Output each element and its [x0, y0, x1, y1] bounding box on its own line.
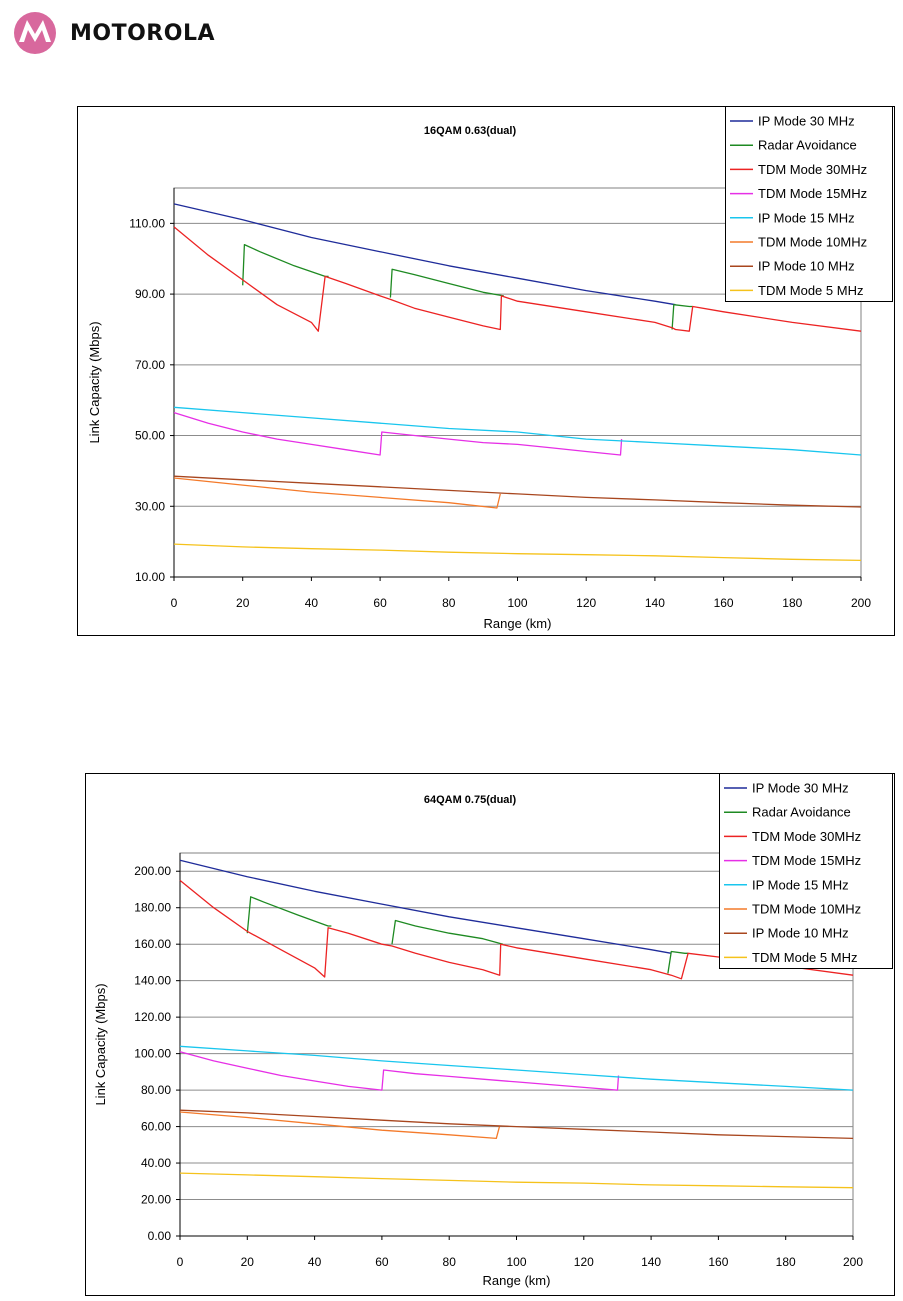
series-line: [179, 859, 672, 954]
chart-title: 16QAM 0.63(dual): [424, 125, 517, 137]
chart-16qam: 10.00 30.00 50.00 70.00 90.00 110.00 0 20 40 60 80…: [77, 106, 895, 636]
y-tick-label: 90.00: [135, 287, 165, 301]
legend: [719, 773, 893, 969]
series-line: [173, 226, 862, 332]
x-tick-label: 160: [714, 596, 734, 610]
series-line-segment: [391, 919, 504, 945]
series-line: [179, 1111, 501, 1140]
legend-label: TDM Mode 15MHz: [752, 853, 861, 868]
x-tick-label: 100: [507, 596, 527, 610]
x-tick-label: 0: [177, 1255, 184, 1269]
series-line: [173, 411, 623, 456]
y-tick-label: 70.00: [135, 358, 165, 372]
y-tick-label: 60.00: [141, 1120, 171, 1134]
motorola-batwing-logo-icon: [14, 12, 56, 54]
y-axis-label: Link Capacity (Mbps): [87, 321, 102, 443]
series-line: [179, 879, 854, 980]
x-axis-label: Range (km): [483, 1273, 551, 1288]
chart-svg: 0.00 20.00 40.00 60.00 80.00 100.00 120.00 140.…: [85, 773, 895, 1296]
brand-name: MOTOROLA: [70, 21, 215, 46]
legend-label: IP Mode 10 MHz: [752, 926, 849, 941]
series-line: [173, 475, 862, 508]
header: MOTOROLA: [10, 8, 270, 58]
x-tick-label: 200: [843, 1255, 863, 1269]
y-tick-label: 30.00: [135, 499, 165, 513]
legend-label: TDM Mode 10MHz: [758, 235, 867, 250]
y-tick-label: 50.00: [135, 429, 165, 443]
x-tick-label: 100: [506, 1255, 526, 1269]
legend-label: IP Mode 30 MHz: [758, 114, 855, 129]
x-tick-label: 0: [171, 596, 178, 610]
legend-label: Radar Avoidance: [752, 805, 851, 820]
legend-label: Radar Avoidance: [758, 138, 857, 153]
y-tick-label: 140.00: [134, 974, 171, 988]
series-line: [246, 896, 332, 934]
chart-svg: 10.00 30.00 50.00 70.00 90.00 110.00 0 20 40 60 80…: [77, 106, 895, 636]
series-line: [179, 1109, 854, 1140]
legend-label: TDM Mode 10MHz: [752, 902, 861, 917]
y-tick-label: 80.00: [141, 1083, 171, 1097]
series-line: [173, 203, 676, 306]
x-tick-label: 180: [782, 596, 802, 610]
series-line: [173, 477, 501, 509]
x-tick-label: 140: [641, 1255, 661, 1269]
legend-label: TDM Mode 30MHz: [758, 162, 867, 177]
y-tick-label: 180.00: [134, 901, 171, 915]
x-tick-label: 20: [236, 596, 250, 610]
x-tick-label: 60: [375, 1255, 389, 1269]
x-tick-label: 40: [308, 1255, 322, 1269]
series-line-segment: [667, 950, 689, 974]
y-axis-label: Link Capacity (Mbps): [93, 983, 108, 1105]
y-tick-label: 0.00: [148, 1229, 172, 1243]
series-line: [173, 543, 862, 562]
x-tick-label: 140: [645, 596, 665, 610]
legend-label: TDM Mode 5 MHz: [758, 283, 863, 298]
legend-label: TDM Mode 5 MHz: [752, 950, 857, 965]
y-tick-label: 160.00: [134, 937, 171, 951]
chart-64qam: 0.00 20.00 40.00 60.00 80.00 100.00 120.00 140.…: [85, 773, 895, 1296]
x-tick-label: 80: [442, 596, 456, 610]
legend-label: IP Mode 15 MHz: [758, 210, 855, 225]
x-tick-label: 200: [851, 596, 871, 610]
x-axis-label: Range (km): [484, 616, 552, 631]
x-tick-label: 120: [576, 596, 596, 610]
x-tick-label: 60: [373, 596, 387, 610]
y-tick-label: 100.00: [134, 1047, 171, 1061]
y-tick-label: 200.00: [134, 864, 171, 878]
y-tick-label: 120.00: [134, 1010, 171, 1024]
legend-label: IP Mode 15 MHz: [752, 877, 849, 892]
x-tick-label: 160: [708, 1255, 728, 1269]
legend-label: TDM Mode 15MHz: [758, 186, 867, 201]
series-line: [179, 1045, 854, 1091]
y-tick-label: 40.00: [141, 1156, 171, 1170]
y-tick-label: 110.00: [129, 216, 165, 230]
series-line-segment: [389, 268, 504, 298]
series-line: [173, 406, 862, 456]
y-tick-label: 20.00: [141, 1193, 171, 1207]
y-tick-label: 10.00: [135, 570, 165, 584]
legend-label: TDM Mode 30MHz: [752, 829, 861, 844]
legend-label: IP Mode 30 MHz: [752, 781, 849, 796]
x-tick-label: 180: [776, 1255, 796, 1269]
x-tick-label: 80: [443, 1255, 457, 1269]
series-line-segment: [671, 304, 693, 330]
x-tick-label: 40: [305, 596, 319, 610]
x-tick-label: 20: [241, 1255, 255, 1269]
legend-label: IP Mode 10 MHz: [758, 259, 855, 274]
legend: [725, 106, 893, 302]
series-line: [179, 1051, 620, 1091]
x-tick-label: 120: [574, 1255, 594, 1269]
chart-title: 64QAM 0.75(dual): [424, 794, 517, 806]
series-line: [179, 1172, 854, 1189]
